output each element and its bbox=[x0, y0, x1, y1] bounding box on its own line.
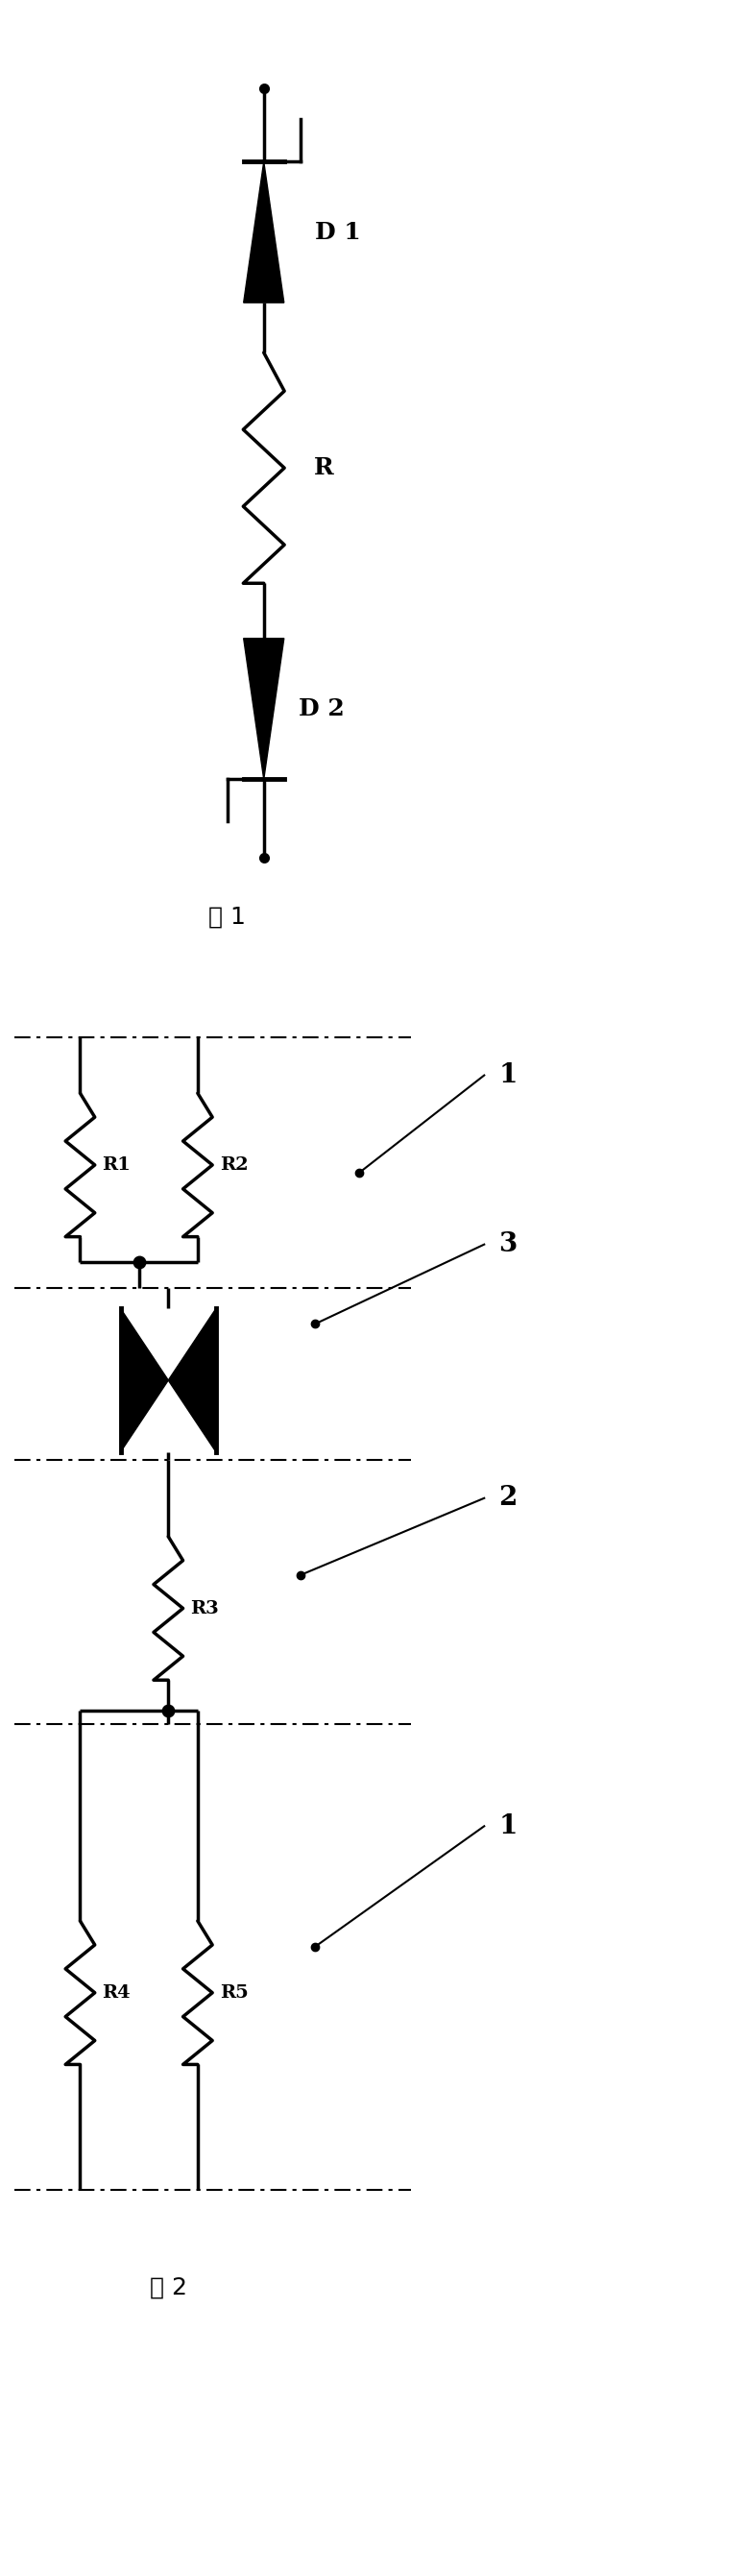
Text: D 2: D 2 bbox=[298, 698, 345, 721]
Text: 1: 1 bbox=[499, 1061, 518, 1087]
Polygon shape bbox=[120, 1309, 168, 1453]
Polygon shape bbox=[168, 1309, 216, 1453]
Text: 图 2: 图 2 bbox=[150, 2277, 187, 2298]
Polygon shape bbox=[244, 639, 284, 781]
Text: D 1: D 1 bbox=[315, 222, 361, 245]
Text: 2: 2 bbox=[499, 1486, 518, 1512]
Text: R5: R5 bbox=[220, 1984, 248, 2002]
Text: R1: R1 bbox=[102, 1157, 131, 1175]
Text: R2: R2 bbox=[220, 1157, 248, 1175]
Text: R4: R4 bbox=[102, 1984, 131, 2002]
Text: 1: 1 bbox=[499, 1814, 518, 1839]
Text: 图 1: 图 1 bbox=[209, 904, 246, 927]
Text: R3: R3 bbox=[190, 1600, 219, 1618]
Text: R: R bbox=[313, 456, 334, 479]
Text: 3: 3 bbox=[499, 1231, 518, 1257]
Polygon shape bbox=[244, 162, 284, 301]
